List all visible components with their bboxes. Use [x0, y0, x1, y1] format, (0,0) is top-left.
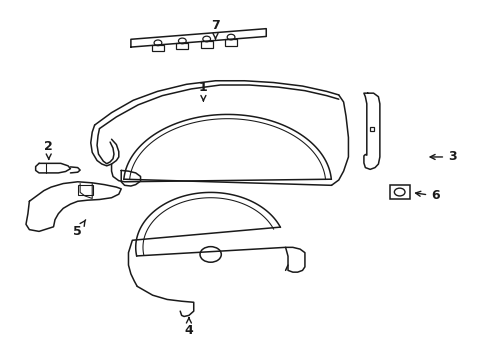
Text: 1: 1	[199, 81, 207, 101]
Bar	[200, 41, 212, 48]
Text: 5: 5	[73, 220, 85, 238]
Text: 6: 6	[415, 189, 439, 202]
Bar	[78, 185, 93, 195]
Bar	[152, 45, 163, 51]
Bar	[224, 39, 237, 46]
Bar	[389, 185, 409, 199]
Text: 3: 3	[429, 150, 456, 163]
Text: 2: 2	[44, 140, 53, 159]
Bar	[176, 43, 188, 49]
Text: 7: 7	[211, 19, 220, 39]
Text: 4: 4	[184, 318, 193, 337]
